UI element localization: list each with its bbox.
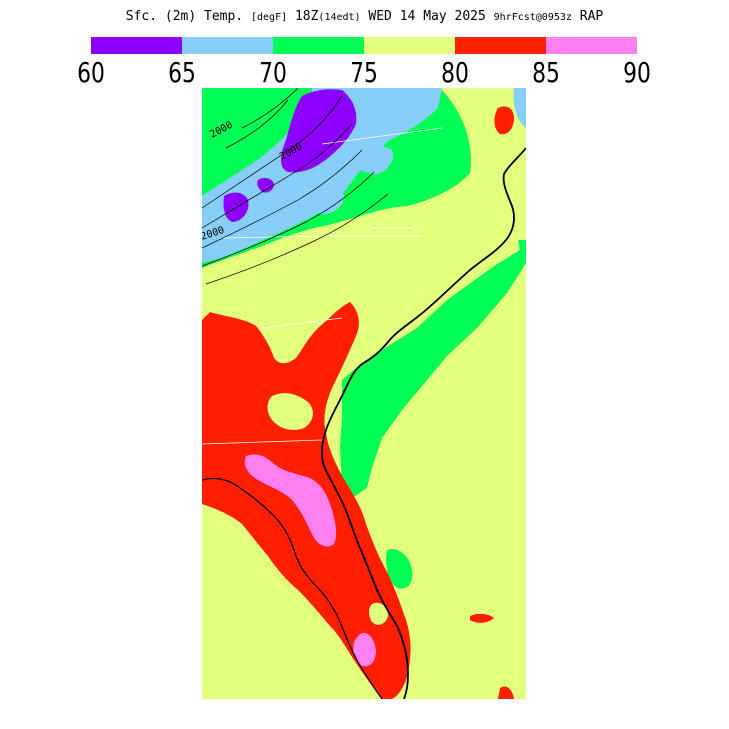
band-65-70-pocket-b	[313, 188, 344, 214]
title-init: (14edt)	[318, 12, 361, 23]
title-valid: 18Z	[294, 9, 319, 24]
colorbar-tick-label: 60	[77, 56, 105, 89]
colorbar-tick-label: 65	[168, 56, 196, 89]
title-date: WED 14 May 2025	[368, 9, 486, 24]
title-field: Sfc. (2m) Temp.	[125, 9, 244, 24]
colorbar-segment	[182, 37, 273, 54]
coastline-gulf	[202, 477, 383, 699]
colorbar-tick-label: 80	[441, 56, 469, 89]
band-60-65-north	[281, 89, 357, 173]
temperature-map: 2000 2000 2000	[202, 88, 526, 699]
colorbar-segment	[546, 37, 637, 54]
colorbar-ticks: 60 65 70 75 80 85 90	[0, 56, 729, 90]
height-contours	[202, 88, 389, 285]
colorbar-tick-label: 85	[532, 56, 560, 89]
band-65-70-pocket-a	[348, 144, 394, 174]
colorbar-tick-label: 70	[259, 56, 287, 89]
band-65-70-corner-ne	[513, 88, 526, 128]
band-80-85-spot-corner	[498, 686, 514, 699]
band-85-90-south	[353, 632, 376, 667]
band-70-75-spot	[386, 549, 413, 589]
colorbar	[91, 37, 637, 54]
colorbar-tick-label: 75	[350, 56, 378, 89]
state-boundaries	[202, 127, 443, 445]
title-unit: [degF]	[250, 12, 288, 23]
colorbar-segment	[364, 37, 455, 54]
coastline	[320, 147, 526, 699]
band-85-90-north	[244, 454, 337, 547]
colorbar-segment	[91, 37, 182, 54]
band-65-70	[202, 88, 442, 263]
colorbar-segment	[273, 37, 364, 54]
colorbar-tick-label: 90	[623, 56, 651, 89]
band-60-65-spot	[257, 177, 274, 193]
title-forecast: 9hrFcst@0953z	[493, 12, 572, 23]
title-model: RAP	[579, 9, 604, 24]
colorbar-segment	[455, 37, 546, 54]
band-75-80-cutout-b	[369, 602, 388, 625]
map-title: Sfc. (2m) Temp. [degF] 18Z(14edt) WED 14…	[0, 9, 729, 24]
band-80-85-spot-se	[470, 613, 494, 623]
band-80-85-spot-east	[494, 106, 514, 135]
band-75-80-cutout-a	[267, 393, 313, 430]
band-70-75-coast	[340, 240, 526, 498]
